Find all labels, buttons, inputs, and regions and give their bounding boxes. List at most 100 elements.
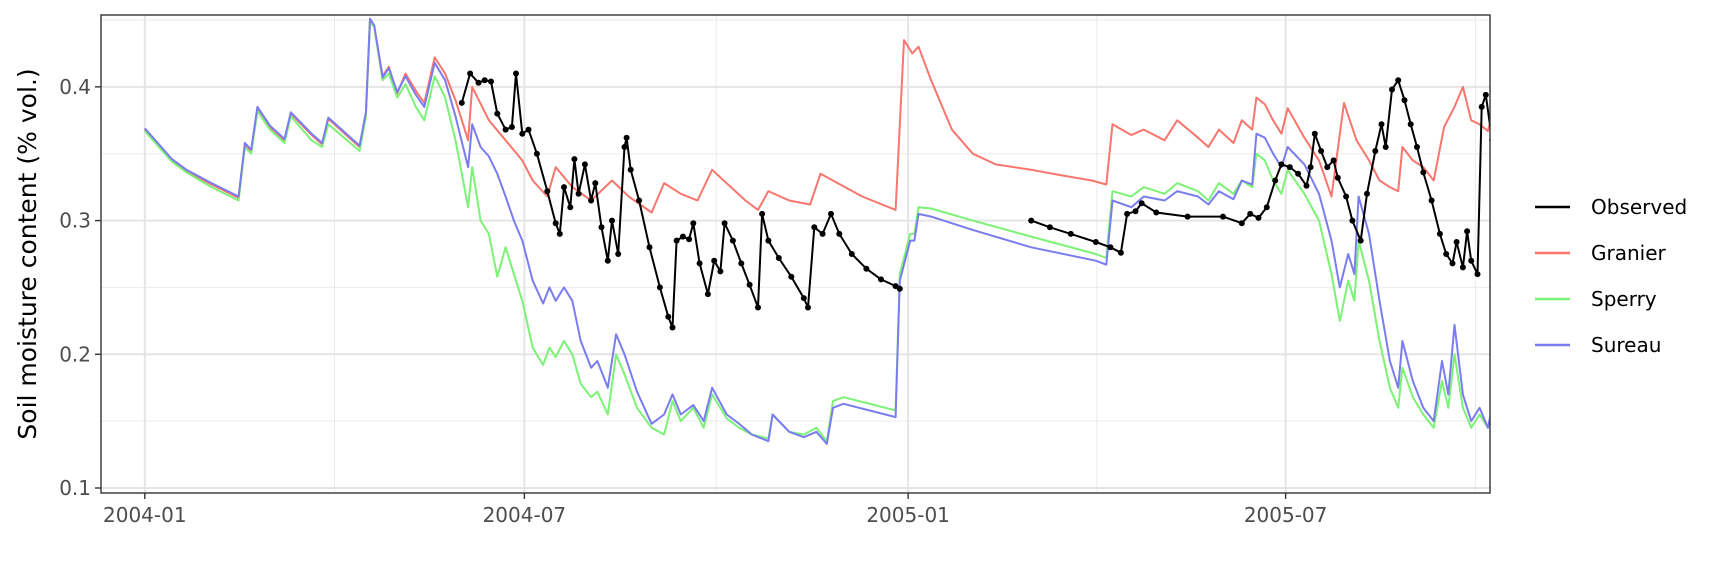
y-tick-label: 0.3 <box>59 209 91 233</box>
y-tick-label: 0.1 <box>59 476 91 500</box>
observed-point <box>1694 383 1700 389</box>
observed-point <box>1295 170 1302 177</box>
observed-point <box>519 130 526 137</box>
observed-point <box>1583 258 1589 264</box>
observed-point <box>1502 224 1508 230</box>
observed-point <box>775 255 782 261</box>
observed-point <box>1468 257 1475 264</box>
observed-point <box>1482 91 1489 98</box>
observed-point <box>588 197 595 204</box>
observed-point <box>475 79 482 86</box>
observed-point <box>746 281 753 288</box>
observed-point <box>878 276 884 283</box>
y-axis-title: Soil moisture content (% vol.) <box>13 68 42 439</box>
observed-point <box>623 134 630 141</box>
observed-point <box>1092 239 1099 245</box>
observed-point <box>819 230 826 237</box>
observed-point <box>1527 178 1533 184</box>
observed-point <box>679 233 686 240</box>
observed-point <box>1334 174 1341 181</box>
observed-point <box>561 184 567 191</box>
observed-point <box>1495 178 1501 184</box>
observed-point <box>502 126 509 133</box>
observed-series-line <box>1701 344 1707 345</box>
observed-point <box>696 260 703 267</box>
plot-border <box>100 14 1491 494</box>
observed-point <box>721 220 728 227</box>
observed-point <box>828 210 834 217</box>
minor-gridlines <box>101 15 1490 493</box>
observed-point <box>717 268 724 275</box>
observed-point <box>656 284 663 291</box>
series-layer <box>144 17 1707 445</box>
observed-point <box>1067 230 1074 237</box>
observed-point <box>1117 249 1124 256</box>
observed-point <box>494 110 501 117</box>
observed-point <box>1579 291 1585 297</box>
observed-point <box>1548 287 1554 293</box>
observed-point <box>1533 218 1539 224</box>
observed-point <box>1028 217 1035 224</box>
observed-point <box>609 217 615 224</box>
observed-point <box>686 236 693 243</box>
observed-point <box>1324 164 1331 171</box>
observed-point <box>1662 327 1668 333</box>
observed-point <box>704 291 711 298</box>
observed-point <box>581 161 588 168</box>
observed-point <box>1357 237 1364 244</box>
observed-point <box>1656 315 1662 321</box>
legend-label-sureau: Sureau <box>1591 333 1661 357</box>
observed-point <box>811 224 818 231</box>
observed-point <box>598 224 605 231</box>
observed-point <box>627 166 634 173</box>
observed-point <box>848 251 855 257</box>
observed-point <box>1263 204 1270 211</box>
observed-point <box>1459 264 1466 271</box>
observed-point <box>711 257 718 264</box>
observed-point <box>1420 169 1427 176</box>
observed-point <box>556 230 563 237</box>
observed-point <box>1523 137 1529 143</box>
observed-point <box>863 265 870 272</box>
observed-point <box>1474 271 1481 278</box>
observed-point <box>1247 210 1254 217</box>
observed-point <box>544 188 551 195</box>
observed-point <box>1138 200 1145 207</box>
observed-point <box>1220 213 1226 220</box>
observed-point <box>673 237 680 244</box>
observed-point <box>1464 228 1471 235</box>
sureau-series-line <box>144 17 1490 445</box>
observed-point <box>552 220 559 227</box>
observed-point <box>1286 164 1293 171</box>
observed-point <box>575 190 582 197</box>
observed-point <box>1401 97 1408 104</box>
observed-point <box>571 156 578 163</box>
observed-point <box>788 273 795 280</box>
observed-point <box>800 295 807 302</box>
observed-point <box>729 237 736 244</box>
observed-point <box>1414 144 1420 150</box>
observed-point <box>1389 86 1395 93</box>
observed-point <box>738 260 745 267</box>
observed-point <box>1378 121 1385 128</box>
legend-label-sperry: Sperry <box>1591 287 1657 311</box>
observed-point <box>1124 210 1131 217</box>
x-tick-label: 2005-01 <box>866 503 950 527</box>
observed-point <box>1132 208 1139 215</box>
observed-point <box>1608 318 1614 324</box>
observed-point <box>525 126 532 133</box>
observed-point <box>1596 271 1602 277</box>
observed-point <box>1453 239 1460 245</box>
observed-point <box>1618 311 1624 317</box>
observed-point <box>1107 244 1114 251</box>
observed-point <box>1687 365 1693 371</box>
observed-point <box>1449 260 1456 267</box>
observed-point <box>1318 148 1325 154</box>
observed-point <box>669 324 676 331</box>
x-tick-label: 2004-07 <box>483 503 567 527</box>
observed-point <box>1278 161 1285 168</box>
observed-point <box>1443 251 1450 257</box>
observed-point <box>467 70 474 77</box>
observed-point <box>665 313 672 320</box>
observed-point <box>513 70 519 77</box>
